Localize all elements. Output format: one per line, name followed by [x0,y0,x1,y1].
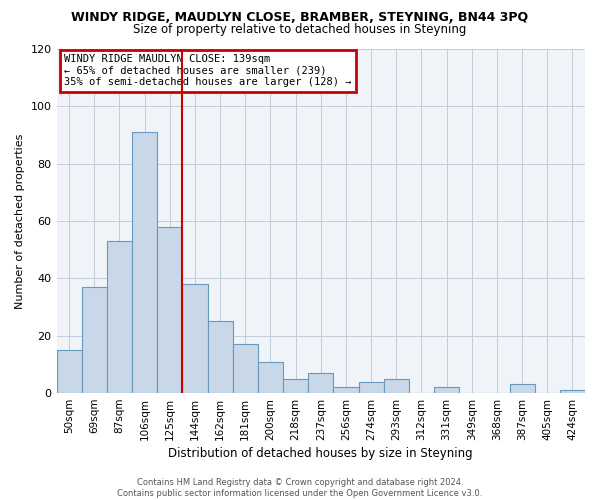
Text: WINDY RIDGE MAUDLYN CLOSE: 139sqm
← 65% of detached houses are smaller (239)
35%: WINDY RIDGE MAUDLYN CLOSE: 139sqm ← 65% … [64,54,352,88]
Bar [560,390,585,393]
Bar [182,284,208,393]
Bar [308,373,334,393]
Bar [132,132,157,393]
Text: Contains HM Land Registry data © Crown copyright and database right 2024.
Contai: Contains HM Land Registry data © Crown c… [118,478,482,498]
Bar [434,388,459,393]
Bar [157,227,182,393]
Bar [383,378,409,393]
X-axis label: Distribution of detached houses by size in Steyning: Distribution of detached houses by size … [169,447,473,460]
Text: WINDY RIDGE, MAUDLYN CLOSE, BRAMBER, STEYNING, BN44 3PQ: WINDY RIDGE, MAUDLYN CLOSE, BRAMBER, STE… [71,11,529,24]
Bar [56,350,82,393]
Bar [233,344,258,393]
Bar [107,241,132,393]
Y-axis label: Number of detached properties: Number of detached properties [15,134,25,308]
Bar [334,388,359,393]
Bar [258,362,283,393]
Bar [208,322,233,393]
Bar [359,382,383,393]
Bar [509,384,535,393]
Bar [283,378,308,393]
Text: Size of property relative to detached houses in Steyning: Size of property relative to detached ho… [133,22,467,36]
Bar [82,287,107,393]
